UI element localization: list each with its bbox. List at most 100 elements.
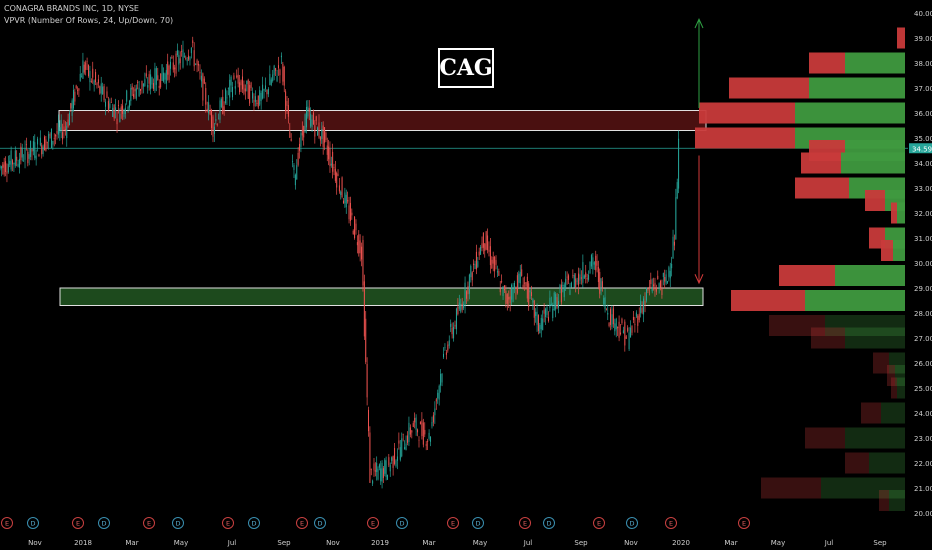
candle-body: [634, 323, 636, 325]
candle-body: [205, 88, 207, 105]
candle-body: [422, 422, 424, 445]
candle-body: [453, 326, 455, 339]
x-tick-label: Mar: [125, 539, 138, 547]
candle-body: [171, 57, 173, 58]
earnings-marker-label: E: [451, 520, 455, 528]
candle-body: [499, 288, 501, 293]
volume-profile-down-bar: [805, 427, 845, 449]
volume-profile-down-bar: [731, 290, 805, 311]
candle-body: [256, 103, 258, 104]
volume-profile-up-bar: [845, 52, 905, 74]
candle-body: [370, 468, 372, 470]
candle-body: [151, 77, 153, 85]
candle-body: [48, 134, 50, 142]
candle-body: [654, 282, 656, 290]
candle-body: [641, 307, 643, 313]
y-tick-label: 23.00: [914, 435, 932, 443]
candle-body: [518, 273, 520, 283]
y-tick-label: 21.00: [914, 485, 932, 493]
candle-body: [640, 300, 642, 314]
candle-body: [657, 275, 659, 279]
candle-body: [253, 99, 255, 107]
candle-body: [150, 74, 152, 90]
candle-body: [559, 285, 561, 290]
candle-body: [382, 468, 384, 478]
candle-body: [16, 156, 18, 161]
candle-body: [543, 309, 545, 314]
candle-body: [218, 118, 220, 120]
candle-body: [110, 101, 112, 103]
candle-body: [658, 283, 660, 287]
y-tick-label: 27.00: [914, 335, 932, 343]
candle-body: [419, 421, 421, 425]
candle-body: [492, 256, 494, 264]
candle-body: [635, 312, 637, 317]
candle-body: [299, 143, 301, 151]
candle-body: [532, 298, 534, 303]
volume-profile-down-bar: [699, 102, 795, 124]
candle-body: [314, 125, 316, 137]
candle-body: [615, 318, 617, 330]
candle-body: [157, 75, 159, 80]
target-down-arrow-head: [694, 274, 704, 285]
candle-body: [41, 145, 43, 155]
candle-body: [482, 232, 484, 248]
volume-profile-up-bar: [821, 477, 905, 499]
candle-body: [107, 101, 109, 110]
candle-body: [447, 344, 449, 351]
candle-body: [579, 274, 581, 281]
candle-body: [604, 297, 606, 310]
candle-body: [211, 109, 213, 128]
candle-body: [257, 95, 259, 108]
candle-body: [168, 65, 170, 80]
candle-body: [126, 90, 128, 102]
candle-body: [336, 173, 338, 188]
candle-body: [318, 122, 320, 138]
y-tick-label: 24.00: [914, 410, 932, 418]
dividend-marker-icon: [248, 517, 260, 529]
volume-profile-up-bar: [893, 240, 905, 261]
candle-body: [178, 55, 180, 65]
volume-profile-down-bar: [801, 152, 841, 174]
x-tick-label: Mar: [724, 539, 737, 547]
candle-body: [147, 85, 149, 88]
candle-body: [369, 432, 371, 483]
candle-body: [312, 112, 314, 125]
volume-profile-up-bar: [825, 315, 905, 336]
candle-body: [160, 73, 162, 88]
candle-body: [542, 318, 544, 331]
symbol-title: CONAGRA BRANDS INC, 1D, NYSE: [4, 4, 139, 13]
candle-body: [116, 118, 118, 125]
candle-body: [653, 284, 655, 287]
volume-profile-up-bar: [835, 265, 905, 286]
candle-body: [138, 87, 140, 97]
candle-body: [192, 40, 194, 43]
candle-body: [487, 235, 489, 251]
candle-body: [287, 105, 289, 117]
candle-body: [569, 290, 571, 295]
candle-body: [86, 61, 88, 62]
candle-body: [503, 285, 505, 291]
candle-body: [568, 275, 570, 280]
candle-body: [92, 68, 94, 78]
candle-body: [124, 107, 126, 115]
earnings-marker-icon: [519, 517, 531, 529]
candle-body: [402, 433, 404, 435]
candle-body: [372, 480, 374, 484]
y-tick-label: 40.00: [914, 10, 932, 18]
volume-profile-up-bar: [895, 365, 905, 386]
y-tick-label: 39.00: [914, 35, 932, 43]
candle-body: [427, 441, 429, 443]
candle-body: [673, 241, 675, 246]
y-tick-label: 26.00: [914, 360, 932, 368]
indicator-legend: VPVR (Number Of Rows, 24, Up/Down, 70): [4, 16, 174, 25]
candle-body: [14, 150, 16, 166]
candle-body: [411, 430, 413, 433]
earnings-marker-icon: [447, 517, 459, 529]
candle-body: [286, 100, 288, 106]
candle-body: [599, 272, 601, 294]
candle-body: [305, 106, 307, 128]
last-price-tag-label: 34.59: [912, 145, 932, 153]
candle-body: [23, 160, 25, 162]
